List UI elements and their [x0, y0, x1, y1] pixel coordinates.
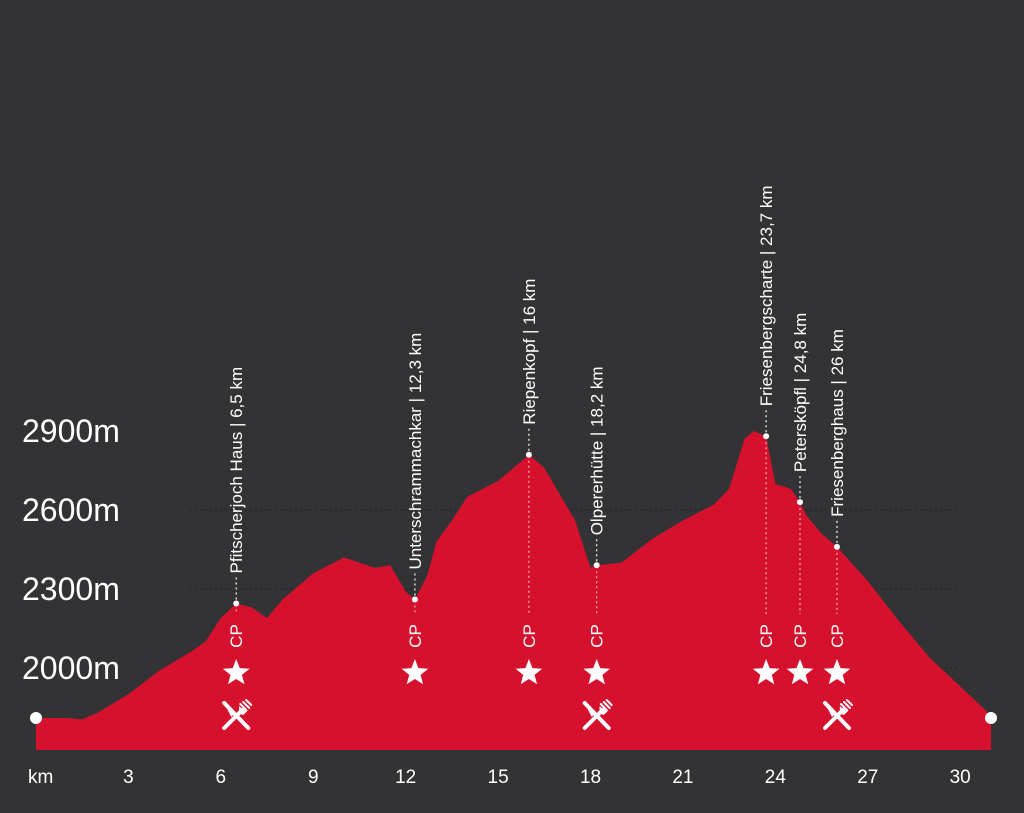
waypoint: Riepenkopf | 16 km CP: [515, 279, 543, 685]
x-tick-label: 12: [395, 767, 416, 788]
x-tick-label: 27: [857, 767, 878, 788]
checkpoint-label: CP: [588, 624, 607, 648]
waypoint-marker: [593, 562, 600, 569]
elevation-area: [36, 431, 991, 750]
waypoint-label: Riepenkopf | 16 km: [520, 279, 539, 425]
waypoint: Friesenberghaus | 26 km CP: [822, 329, 853, 730]
checkpoint-label: CP: [757, 624, 776, 648]
x-tick-label: 21: [672, 767, 693, 788]
waypoint-label: Pfitscherjoch Haus | 6,5 km: [227, 367, 246, 574]
star-icon: [823, 659, 851, 685]
x-tick-label: 24: [765, 767, 787, 788]
waypoint: Petersköpfl | 24,8 km CP: [786, 313, 814, 685]
fork-head: [839, 706, 849, 715]
x-tick-label: 3: [123, 767, 134, 788]
fork-head: [239, 706, 249, 715]
y-tick-label: 2300m: [22, 571, 120, 607]
checkpoint-label: CP: [227, 624, 246, 648]
fork-handle: [822, 708, 845, 730]
waypoint-marker: [833, 543, 840, 550]
star-icon: [786, 659, 814, 685]
waypoint: Olpererhütte | 18,2 km CP: [582, 366, 613, 730]
waypoint-label: Friesenberghaus | 26 km: [828, 329, 847, 517]
x-axis: km 3 6 9 12 15 18 21 24 27 30: [28, 767, 971, 788]
x-tick-label: 15: [488, 767, 509, 788]
star-icon: [752, 659, 780, 685]
waypoint-label: Unterschrammachkar | 12,3 km: [406, 333, 425, 570]
fork-handle: [582, 708, 605, 730]
x-tick-label: 30: [950, 767, 971, 788]
fork-knife-icon: [822, 699, 853, 730]
waypoint-label: Olpererhütte | 18,2 km: [588, 366, 607, 535]
y-tick-label: 2600m: [22, 492, 120, 528]
fork-knife-icon: [222, 699, 253, 730]
waypoint: Unterschrammachkar | 12,3 km CP: [401, 333, 429, 685]
knife-edge: [224, 703, 235, 717]
checkpoint-label: CP: [520, 624, 539, 648]
waypoint-label: Petersköpfl | 24,8 km: [791, 313, 810, 472]
star-icon: [222, 659, 250, 685]
checkpoint-label: CP: [406, 624, 425, 648]
fork-handle: [222, 708, 245, 730]
x-tick-label: 18: [580, 767, 601, 788]
star-icon: [515, 659, 543, 685]
waypoint: Pfitscherjoch Haus | 6,5 km CP: [222, 367, 253, 730]
x-axis-unit-label: km: [28, 767, 53, 788]
waypoints: Pfitscherjoch Haus | 6,5 kmCPUnterschram…: [30, 185, 997, 730]
waypoint-marker: [233, 600, 240, 607]
star-icon: [401, 659, 429, 685]
waypoint-marker: [411, 596, 418, 603]
x-tick-label: 9: [308, 767, 319, 788]
y-tick-label: 2900m: [22, 413, 120, 449]
checkpoint-label: CP: [828, 624, 847, 648]
route-endpoint-marker: [985, 712, 997, 724]
fork-head: [599, 706, 609, 715]
star-icon: [583, 659, 610, 685]
fork-tines: [839, 699, 853, 711]
knife-edge: [584, 703, 595, 717]
y-tick-label: 2000m: [22, 650, 120, 686]
y-axis: 2000m 2300m 2600m 2900m: [22, 413, 120, 686]
fork-tines: [599, 699, 613, 711]
x-tick-label: 6: [216, 767, 227, 788]
fork-knife-icon: [582, 699, 613, 730]
waypoint-label: Friesenbergscharte | 23,7 km: [757, 185, 776, 406]
fork-tines: [239, 699, 253, 711]
checkpoint-label: CP: [791, 624, 810, 648]
elevation-area-path: [36, 431, 991, 750]
knife-edge: [824, 703, 835, 717]
waypoint-marker: [763, 433, 770, 440]
waypoint: Friesenbergscharte | 23,7 km CP: [752, 185, 780, 685]
route-endpoint-marker: [30, 712, 42, 724]
waypoint-marker: [525, 451, 532, 458]
waypoint-marker: [797, 499, 803, 506]
